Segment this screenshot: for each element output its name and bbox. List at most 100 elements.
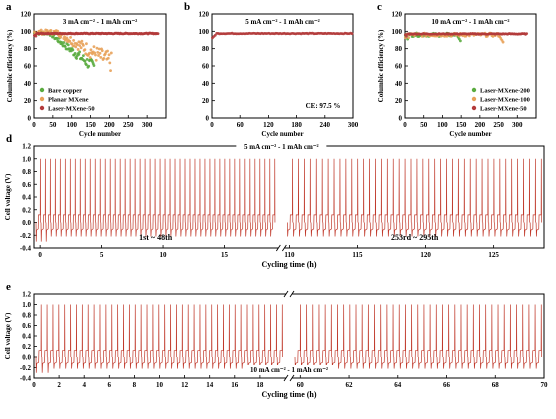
panel-a-ytick-label: 80: [24, 45, 32, 53]
data-point: [525, 32, 529, 36]
data-point: [405, 34, 408, 38]
data-point: [458, 39, 462, 43]
data-point: [96, 50, 100, 54]
data-point: [34, 34, 38, 38]
annotation-bg: [244, 365, 334, 374]
panel-e-xtick-label: 68: [492, 381, 500, 389]
panel-b-ytick-label: 120: [199, 11, 210, 19]
legend-label: Laser-MXene-100: [480, 97, 530, 104]
panel-d-ytick-label: 0.4: [22, 194, 31, 202]
panel-c-xtick-label: 0: [403, 121, 407, 129]
panel-e-xlabel: Cycling time (h): [261, 390, 316, 399]
axis-break-mark: [283, 290, 289, 298]
axis-break-mark: [289, 374, 295, 382]
panel-e-ytick-label: 1.2: [22, 291, 31, 299]
panel-c-ytick-label: 60: [395, 63, 403, 71]
panel-a-ylabel: Columbic efficiency (%): [6, 29, 14, 102]
data-point: [82, 43, 85, 47]
panel-d-xtick-label: 15: [221, 251, 229, 259]
panel-c-xtick-label: 100: [437, 121, 448, 129]
panel-b-note: CE: 97.5 %: [306, 102, 341, 110]
panel-e-ytick-label: 0.2: [22, 343, 31, 351]
panel-c-ytick-label: 40: [395, 80, 403, 88]
segment-label: 253rd ~ 295th: [391, 233, 439, 242]
panel-a-ytick-label: 20: [24, 97, 32, 105]
legend-label: Planar MXene: [48, 97, 89, 104]
panel-d-ytick-label: 1.0: [22, 155, 31, 163]
panel-c-ytick-label: 80: [395, 45, 403, 53]
data-point: [109, 69, 112, 73]
panel-b-series-0: [211, 31, 354, 40]
data-point: [66, 43, 70, 47]
data-point: [350, 32, 354, 36]
data-point: [69, 36, 72, 39]
panel-e-ytick-label: 0.0: [22, 354, 31, 362]
panel-b-xtick-label: 300: [348, 121, 359, 129]
panel-b-ytick-label: 100: [199, 28, 210, 36]
annotation-bg: [236, 142, 327, 151]
data-point: [92, 45, 96, 49]
panel-e-xtick-label: 66: [443, 381, 451, 389]
legend-label: Laser-MXene-50: [480, 106, 527, 113]
panel-d-ytick-label: 0.0: [22, 219, 31, 227]
data-point: [106, 49, 109, 53]
panel-a-xtick-label: 50: [49, 121, 57, 129]
data-point: [88, 51, 91, 55]
panel-e-xtick-label: 2: [57, 381, 61, 389]
data-point: [75, 43, 79, 47]
data-point: [106, 56, 110, 60]
legend-marker: [39, 105, 45, 111]
panel-e-ytick-label: 0.4: [22, 333, 31, 341]
panel-b-ytick-label: 0: [206, 115, 210, 123]
panel-a-xtick-label: 300: [142, 121, 153, 129]
panel-e-xtick-label: 12: [181, 381, 189, 389]
legend-marker: [471, 96, 477, 102]
data-point: [76, 48, 80, 51]
panel-c-ytick-label: 20: [395, 97, 403, 105]
legend-marker: [471, 105, 477, 111]
data-point: [97, 47, 101, 51]
data-point: [83, 59, 87, 63]
legend-marker: [39, 96, 45, 102]
axis-break-mark: [275, 244, 281, 252]
panel-c-ytick-label: 120: [392, 11, 403, 19]
panel-d-xtick-label: 125: [488, 251, 499, 259]
data-point: [95, 46, 99, 50]
data-point: [75, 57, 79, 60]
axis-break-mark: [281, 244, 287, 252]
panel-e-xtick-label: 70: [541, 381, 549, 389]
data-point: [156, 32, 160, 36]
data-point: [55, 36, 59, 40]
panel-c-series-2: [403, 32, 529, 38]
panel-d-xtick-label: 5: [100, 251, 104, 259]
data-point: [92, 64, 96, 67]
panel-e-trace-0: [35, 304, 283, 373]
panel-a-ytick-label: 0: [28, 115, 32, 123]
panel-e-xtick-label: 8: [133, 381, 137, 389]
legend-label: Laser-MXene-200: [480, 88, 530, 95]
data-point: [94, 58, 98, 62]
panel-e-xtick-label: 16: [231, 381, 239, 389]
panel-b-xtick-label: 60: [237, 121, 245, 129]
data-point: [82, 54, 85, 58]
panel-e-xtick-label: 14: [206, 381, 214, 389]
panel-a-ytick-label: 100: [21, 28, 32, 36]
panel-a-ytick-label: 40: [24, 80, 32, 88]
legend-marker: [471, 87, 477, 93]
panel-e-xtick-label: 10: [156, 381, 164, 389]
data-point: [98, 51, 102, 55]
panel-c-xtick-label: 50: [420, 121, 428, 129]
panel-d-trace-0: [35, 158, 276, 242]
panel-d-trace-1: [287, 158, 542, 237]
panel-d-xtick-label: 10: [160, 251, 168, 259]
axis-break-mask: [286, 293, 292, 379]
panel-a-series-1: [32, 28, 113, 73]
panel-e-ytick-label: 0.8: [22, 312, 31, 320]
panel-b-xtick-label: 0: [210, 121, 214, 129]
data-point: [107, 53, 111, 57]
legend-label: Bare copper: [48, 88, 82, 95]
data-point: [62, 41, 66, 44]
panel-b-xtick-label: 180: [291, 121, 302, 129]
panel-a-xlabel: Cycle number: [79, 130, 121, 138]
panel-e-xtick-label: 18: [256, 381, 264, 389]
